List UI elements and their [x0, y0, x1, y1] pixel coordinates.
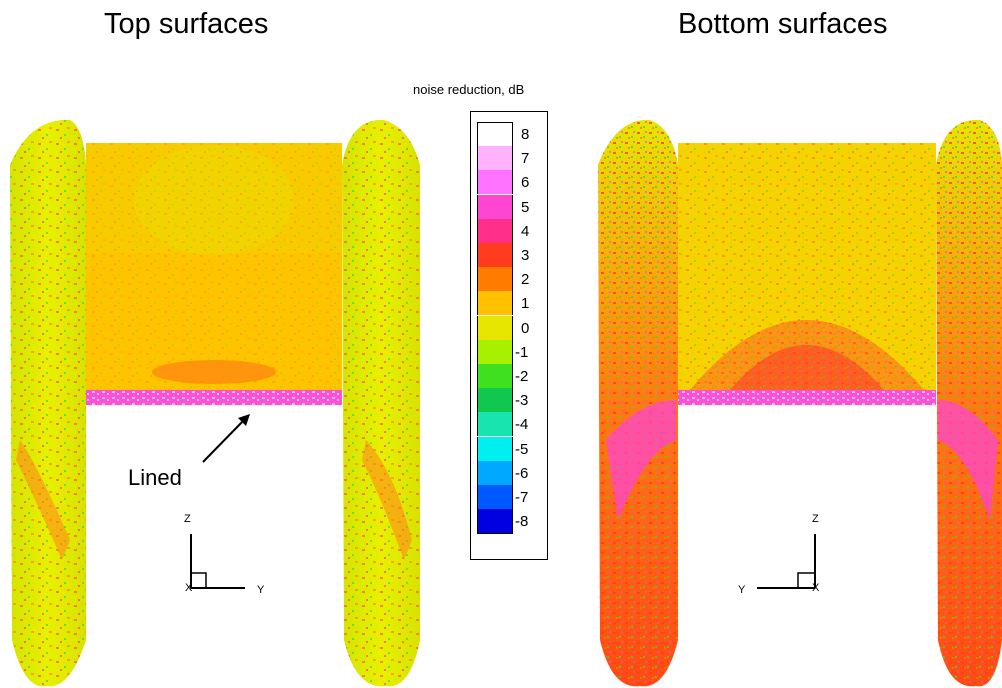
legend-swatch: [477, 315, 513, 340]
bottom-surfaces-panel: [598, 119, 1002, 687]
legend-tick-label: 7: [521, 150, 530, 168]
legend-swatch: [477, 194, 513, 219]
left-axis-x-label: X: [185, 582, 193, 594]
legend-tick-label: -6: [515, 464, 529, 482]
legend-tick-label: 5: [521, 198, 530, 216]
legend-swatch: [477, 122, 513, 147]
legend-tick-label: -5: [515, 440, 529, 458]
legend-swatch: [477, 485, 513, 509]
legend-swatch: [477, 291, 513, 316]
legend-tick-label: -7: [515, 489, 529, 506]
legend-tick-label: 2: [521, 271, 530, 289]
legend-title: noise reduction, dB: [413, 82, 525, 97]
left-axis-y-label: Y: [257, 584, 265, 596]
right-axis-x-label: X: [812, 582, 820, 594]
top-surfaces-panel: [10, 119, 420, 687]
left-axis-z-label: Z: [184, 513, 191, 525]
left-axis-triad: [190, 534, 245, 589]
legend-swatch: [477, 388, 513, 413]
legend-tick-label: 3: [521, 247, 530, 264]
right-axis-triad: [757, 534, 816, 589]
legend-tick-label: -1: [515, 343, 529, 361]
legend-tick-label: 0: [521, 319, 530, 337]
legend-tick-label: 1: [521, 295, 530, 313]
legend-tick-label: -3: [515, 392, 529, 410]
legend-swatch: [477, 460, 513, 485]
legend-swatch: [477, 436, 513, 461]
legend-tick-label: -8: [515, 513, 529, 531]
legend-tick-label: 4: [521, 222, 530, 240]
legend-tick-label: 6: [521, 174, 530, 192]
legend-swatch: [477, 218, 513, 243]
legend-tick-label: -2: [515, 368, 529, 385]
legend-tick-label: -4: [515, 416, 529, 434]
legend-swatch: [477, 170, 513, 195]
right-axis-y-label: Y: [738, 584, 746, 596]
legend-swatch: [477, 146, 513, 171]
top-surfaces-title: Top surfaces: [104, 8, 269, 40]
bottom-surfaces-title: Bottom surfaces: [678, 8, 888, 40]
legend-tick-label: 8: [521, 126, 530, 143]
lined-band: [86, 390, 342, 405]
legend-swatch: [477, 339, 513, 364]
right-axis-z-label: Z: [812, 513, 819, 525]
legend-swatch: [477, 412, 513, 437]
legend-swatch: [477, 509, 513, 535]
legend-swatch: [477, 364, 513, 388]
legend-swatch: [477, 243, 513, 267]
color-legend: 8 7 6 5 4 3 2 1 0 -1 -2 -3 -4 -5 -6 -7 -8: [470, 111, 548, 560]
lined-label: Lined: [128, 465, 182, 490]
legend-swatch: [477, 267, 513, 292]
lined-arrow: [202, 414, 250, 463]
